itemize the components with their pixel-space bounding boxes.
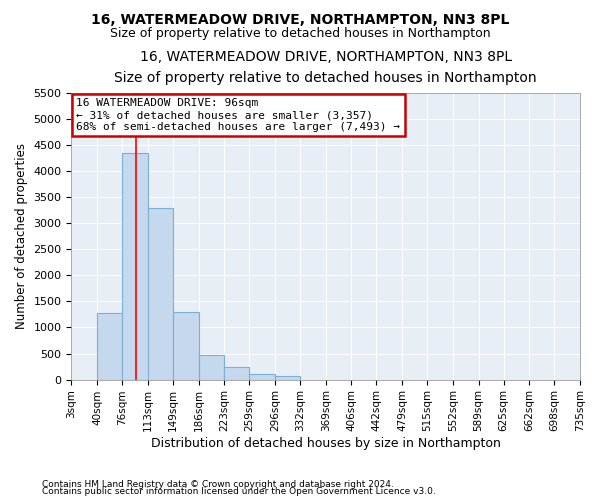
Bar (148, 208, 173, 380)
Bar (199, 354, 224, 380)
Text: 16 WATERMEADOW DRIVE: 96sqm
← 31% of detached houses are smaller (3,357)
68% of : 16 WATERMEADOW DRIVE: 96sqm ← 31% of det… (76, 98, 400, 132)
Y-axis label: Number of detached properties: Number of detached properties (15, 143, 28, 329)
Bar (122, 152, 148, 380)
X-axis label: Distribution of detached houses by size in Northampton: Distribution of detached houses by size … (151, 437, 500, 450)
Text: Contains HM Land Registry data © Crown copyright and database right 2024.: Contains HM Land Registry data © Crown c… (42, 480, 394, 489)
Text: 16, WATERMEADOW DRIVE, NORTHAMPTON, NN3 8PL: 16, WATERMEADOW DRIVE, NORTHAMPTON, NN3 … (91, 12, 509, 26)
Title: 16, WATERMEADOW DRIVE, NORTHAMPTON, NN3 8PL
Size of property relative to detache: 16, WATERMEADOW DRIVE, NORTHAMPTON, NN3 … (115, 50, 537, 84)
Bar (224, 367, 249, 380)
Text: Contains public sector information licensed under the Open Government Licence v3: Contains public sector information licen… (42, 488, 436, 496)
Bar (275, 376, 300, 380)
Bar (173, 312, 199, 380)
Bar (97, 314, 122, 380)
Text: Size of property relative to detached houses in Northampton: Size of property relative to detached ho… (110, 28, 490, 40)
Bar (249, 374, 275, 380)
